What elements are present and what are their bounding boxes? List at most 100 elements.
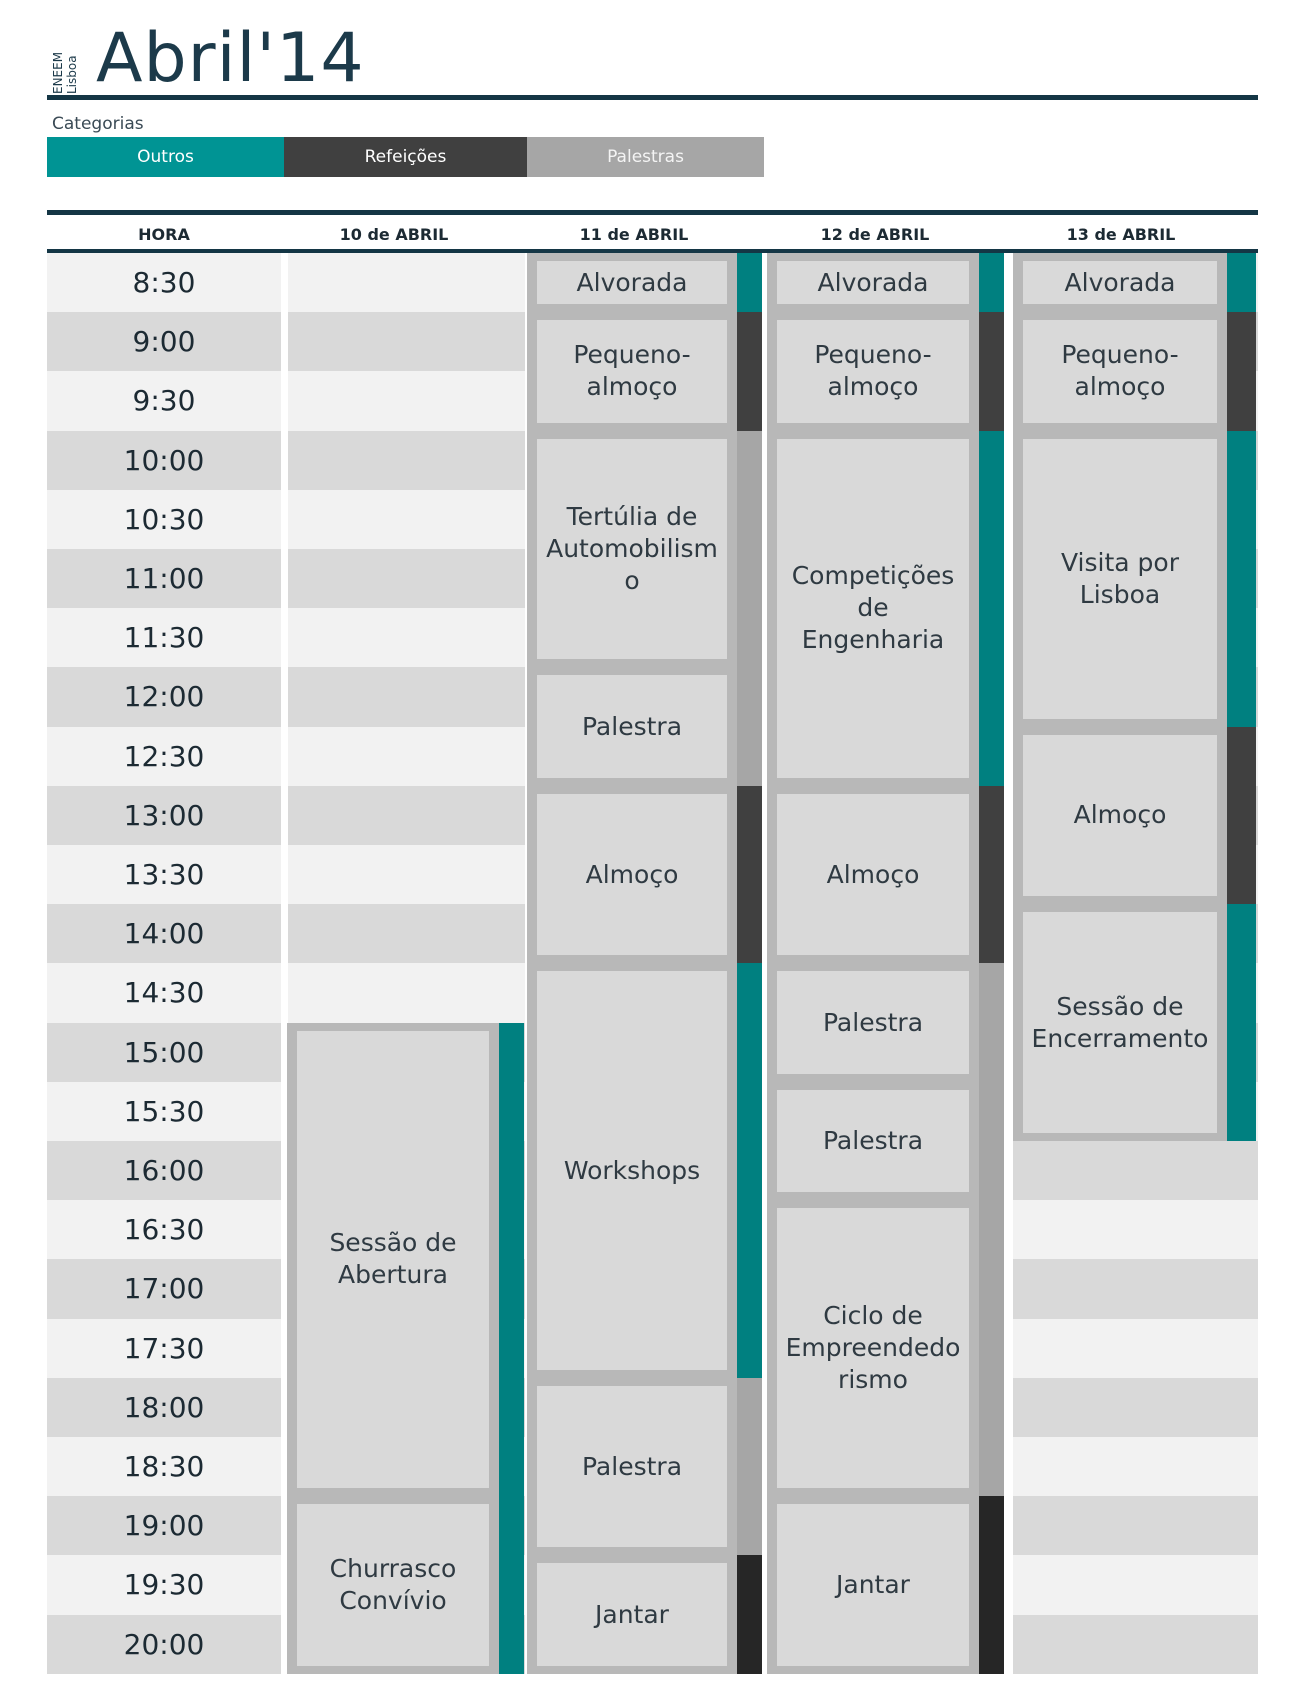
time-label: 20:00	[123, 1627, 205, 1661]
event-block[interactable]: Almoço	[532, 788, 732, 961]
time-row-bg	[47, 1318, 281, 1379]
time-row-bg	[47, 371, 281, 432]
event-category-bar	[737, 785, 762, 964]
event-block[interactable]: Alvorada	[532, 256, 732, 310]
event-category-bar	[979, 1496, 1004, 1674]
time-label: 14:00	[123, 917, 205, 951]
event-block[interactable]: Visita por Lisboa	[1018, 433, 1222, 724]
event-category-bar	[737, 963, 762, 1378]
time-row-bg	[47, 904, 281, 964]
day-row-bg	[288, 667, 525, 728]
event-category-bar	[737, 1555, 762, 1674]
event-category-bar	[979, 1200, 1004, 1497]
time-row-bg	[47, 845, 281, 905]
time-row-bg	[47, 1141, 281, 1201]
event-category-bar	[499, 1496, 524, 1674]
time-label: 8:30	[132, 266, 196, 300]
event-block[interactable]: Sessão de Encerramento	[1018, 907, 1222, 1138]
time-row-bg	[47, 963, 281, 1024]
day-row-bg	[288, 253, 525, 313]
event-category-bar	[1227, 253, 1256, 313]
event-block[interactable]: Ciclo de Empreendedo rismo	[772, 1203, 974, 1494]
day-row-bg	[288, 963, 525, 1024]
time-row-bg	[47, 1259, 281, 1320]
event-block[interactable]: Pequeno- almoço	[532, 315, 732, 428]
event-block[interactable]: Pequeno- almoço	[772, 315, 974, 428]
event-category-bar	[737, 667, 762, 786]
event-block[interactable]: Jantar	[772, 1499, 974, 1671]
time-label: 15:30	[123, 1094, 205, 1128]
category-palestras: Palestras	[527, 137, 764, 177]
time-label: 16:00	[123, 1154, 205, 1188]
column-header-day-2: 11 de ABRIL	[579, 224, 689, 244]
event-category-bar	[979, 785, 1004, 964]
day-row-bg	[288, 430, 525, 491]
event-block[interactable]: Competições de Engenharia	[772, 433, 974, 783]
city-label: Lisboa	[65, 55, 79, 94]
side-label: ENEEM Lisboa	[48, 50, 88, 94]
org-label: ENEEM	[51, 51, 65, 94]
day-row-bg	[288, 489, 525, 550]
event-block[interactable]: Palestra	[532, 670, 732, 783]
time-label: 9:30	[132, 384, 196, 418]
day-row-bg	[1013, 1318, 1258, 1379]
time-row-bg	[47, 1377, 281, 1438]
event-block[interactable]: Palestra	[772, 966, 974, 1079]
time-row-bg	[47, 430, 281, 491]
event-block[interactable]: Churrasco Convívio	[292, 1499, 494, 1671]
event-block[interactable]: Pequeno- almoço	[1018, 315, 1222, 428]
event-block[interactable]: Jantar	[532, 1558, 732, 1671]
event-category-bar	[737, 430, 762, 668]
column-header-day-4: 13 de ABRIL	[1066, 224, 1176, 244]
day-row-bg	[1013, 1141, 1258, 1201]
event-category-bar	[499, 1022, 524, 1497]
event-block[interactable]: Palestra	[532, 1380, 732, 1553]
event-block[interactable]: Alvorada	[772, 256, 974, 310]
time-label: 14:30	[123, 976, 205, 1010]
time-label: 19:30	[123, 1568, 205, 1602]
event-category-bar	[737, 253, 762, 313]
day-row-bg	[288, 608, 525, 668]
categories-label: Categorias	[52, 114, 144, 134]
time-label: 13:00	[123, 798, 205, 832]
category-outros: Outros	[47, 137, 284, 177]
day-row-bg	[288, 726, 525, 787]
column-header-day-3: 12 de ABRIL	[820, 224, 930, 244]
event-block[interactable]: Sessão de Abertura	[292, 1025, 494, 1494]
table-top-rule	[47, 210, 1258, 215]
time-row-bg	[47, 1496, 281, 1556]
time-label: 10:00	[123, 443, 205, 477]
day-row-bg	[1013, 1377, 1258, 1438]
time-label: 17:30	[123, 1331, 205, 1365]
event-block[interactable]: Alvorada	[1018, 256, 1222, 310]
time-label: 10:30	[123, 502, 205, 536]
day-row-bg	[288, 845, 525, 905]
time-row-bg	[47, 608, 281, 668]
event-block[interactable]: Workshops	[532, 966, 732, 1375]
time-row-bg	[47, 1555, 281, 1616]
event-block[interactable]: Almoço	[1018, 729, 1222, 902]
time-label: 18:30	[123, 1450, 205, 1484]
time-row-bg	[47, 667, 281, 728]
event-block[interactable]: Tertúlia de Automobilism o	[532, 433, 732, 665]
event-block[interactable]: Palestra	[772, 1084, 974, 1198]
event-block[interactable]: Almoço	[772, 788, 974, 961]
day-row-bg	[288, 904, 525, 964]
day-row-bg	[1013, 1614, 1258, 1675]
event-category-bar	[737, 1377, 762, 1556]
time-row-bg	[47, 1200, 281, 1260]
time-label: 13:30	[123, 858, 205, 892]
day-row-bg	[1013, 1259, 1258, 1320]
day-row-bg	[288, 312, 525, 372]
event-category-bar	[1227, 312, 1256, 431]
time-row-bg	[47, 489, 281, 550]
time-label: 11:30	[123, 621, 205, 655]
time-row-bg	[47, 785, 281, 846]
time-row-bg	[47, 1081, 281, 1142]
event-category-bar	[1227, 430, 1256, 727]
title-rule	[47, 95, 1258, 100]
day-row-bg	[1013, 1200, 1258, 1260]
time-label: 17:00	[123, 1272, 205, 1306]
event-category-bar	[1227, 726, 1256, 905]
time-row-bg	[47, 1614, 281, 1675]
